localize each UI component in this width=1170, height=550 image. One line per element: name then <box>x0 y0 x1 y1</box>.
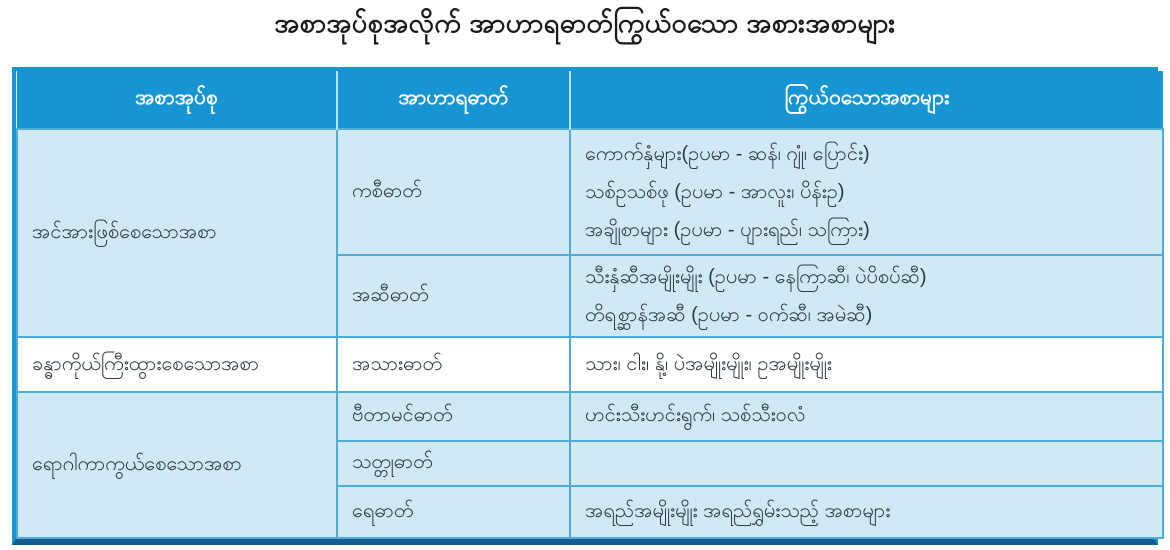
cell-nutrient-protein: အသားဓာတ် <box>336 336 571 393</box>
table-row: သတ္တုဓာတ် <box>17 439 1164 487</box>
cell-nutrient-vitamin: ဗီတာမင်ဓာတ် <box>336 390 571 442</box>
cell-foods-protein: သား၊ ငါး၊ နို့၊ ပဲအမျိုးမျိုး၊ ဥအမျိုးမျ… <box>569 336 1164 393</box>
table-row: ရေဓာတ် အရည်အမျိုးမျိုး အရည်ရွှမ်းသည့် အစ… <box>17 484 1164 540</box>
cell-group-energy: အင်အားဖြစ်စေသောအစာ <box>16 127 338 339</box>
cell-foods-vitamin: ဟင်းသီးဟင်းရွက်၊ သစ်သီးဝလံ <box>569 390 1164 442</box>
table-row: အဆီဓာတ် သီးနှံဆီအမျိုးမျိုး (ဥပမာ - နေကြ… <box>17 254 1164 339</box>
table-row: ရောဂါကာကွယ်စေသောအစာ ဗီတာမင်ဓာတ် ဟင်းသီးဟ… <box>16 390 1164 540</box>
page-title: အစာအုပ်စုအလိုက် အာဟာရဓာတ်ကြွယ်ဝသော အစားအ… <box>274 8 896 38</box>
cell-group-protective: ရောဂါကာကွယ်စေသောအစာ <box>16 390 338 540</box>
header-food-group: အစာအုပ်စု <box>17 71 337 129</box>
cell-nutrient-fat: အဆီဓာတ် <box>336 254 571 339</box>
header-rich-foods: ကြွယ်ဝသောအစာများ <box>569 71 1163 129</box>
cell-foods-water: အရည်အမျိုးမျိုး အရည်ရွှမ်းသည့် အစာများ <box>569 484 1164 540</box>
nutrition-table: အစာအုပ်စု အာဟာရဓာတ် ကြွယ်ဝသောအစာများ အင်… <box>16 71 1164 540</box>
food-line: ကောက်နှံများ(ဥပမာ - ဆန်၊ ဂျုံ၊ ပြောင်း) <box>585 143 870 166</box>
cell-group-growth: ခန္ဓာကိုယ်ကြီးထွားစေသောအစာ <box>16 336 338 393</box>
food-line: သစ်ဥသစ်ဖု (ဥပမာ - အာလူး၊ ပိန်းဥ) <box>585 181 845 204</box>
header-nutrient: အာဟာရဓာတ် <box>336 71 570 129</box>
cell-nutrient-mineral: သတ္တုဓာတ် <box>336 439 571 487</box>
cell-foods-mineral <box>569 439 1164 487</box>
food-line: သီးနှံဆီအမျိုးမျိုး (ဥပမာ - နေကြာဆီ၊ ပဲပ… <box>585 266 927 289</box>
header-row: အစာအုပ်စု အာဟာရဓာတ် ကြွယ်ဝသောအစာများ <box>17 71 1163 129</box>
table-row: အင်အားဖြစ်စေသောအစာ ကစီဓာတ် ကောက်နှံများ(… <box>16 127 1164 339</box>
food-line: တိရစ္ဆာန်အဆီ (ဥပမာ - ဝက်ဆီ၊ အမဲဆီ) <box>585 304 873 327</box>
food-line: အချိုစာများ (ဥပမာ - ပျားရည်၊ သကြား) <box>585 219 870 242</box>
cell-foods-starch: ကောက်နှံများ(ဥပမာ - ဆန်၊ ဂျုံ၊ ပြောင်း) … <box>569 127 1164 257</box>
cell-nutrient-starch: ကစီဓာတ် <box>336 127 571 257</box>
cell-foods-fat: သီးနှံဆီအမျိုးမျိုး (ဥပမာ - နေကြာဆီ၊ ပဲပ… <box>569 254 1164 339</box>
table-row: ခန္ဓာကိုယ်ကြီးထွားစေသောအစာ အသားဓာတ် သား၊… <box>16 336 1164 393</box>
nutrition-table-wrapper: အစာအုပ်စု အာဟာရဓာတ် ကြွယ်ဝသောအစာများ အင်… <box>12 67 1164 545</box>
cell-nutrient-water: ရေဓာတ် <box>336 484 571 540</box>
